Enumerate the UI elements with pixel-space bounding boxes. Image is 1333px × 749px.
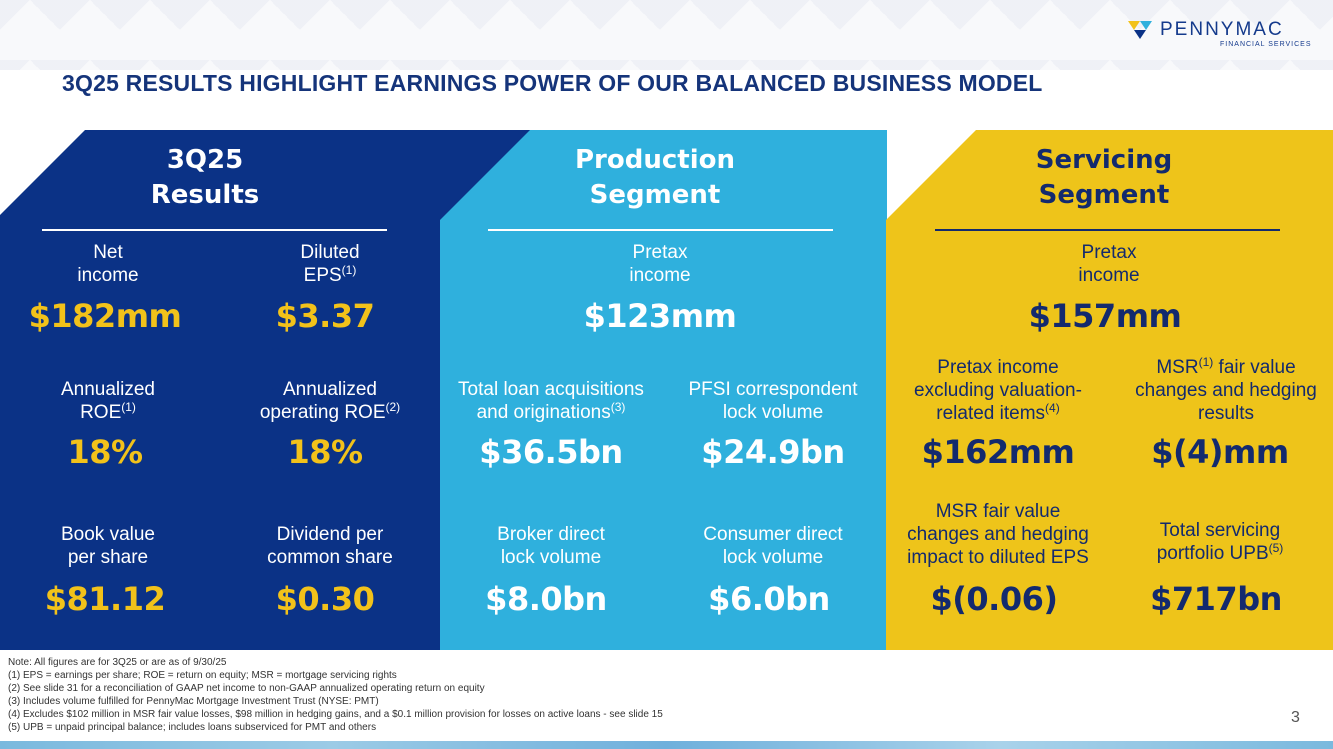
roe-label: Annualized ROE(1): [60, 379, 156, 423]
footnote: Note: All figures are for 3Q25 or are as…: [8, 657, 227, 668]
footnote: (1) EPS = earnings per share; ROE = retu…: [8, 670, 397, 681]
dividend-value: $0.30: [275, 580, 375, 618]
results-divider: [42, 229, 387, 231]
results-heading: 3Q25 Results: [150, 145, 260, 210]
production-heading: Production Segment: [575, 145, 735, 210]
dividend-label: Dividend per common share: [267, 524, 393, 568]
book-value-label: Book value per share: [60, 524, 155, 568]
net-income-value: $182mm: [28, 297, 182, 335]
production-pretax-value: $123mm: [583, 297, 737, 335]
msr-fair-value-label: MSR(1) fair value changes and hedging resu…: [1135, 355, 1317, 424]
loan-acquisitions-label: Total loan acquisitions and originations(…: [458, 379, 644, 423]
brand-logo: PENNYMAC FINANCIAL SERVICES: [1128, 18, 1318, 52]
net-income-label: Net income: [77, 242, 139, 286]
footnote: (3) Includes volume fulfilled for PennyM…: [8, 696, 379, 707]
footnote: (4) Excludes $102 million in MSR fair va…: [8, 709, 663, 720]
consumer-lock-label: Consumer direct lock volume: [703, 524, 843, 568]
pretax-excl-valuation-label: Pretax income excluding valuation-related…: [914, 357, 1082, 424]
servicing-heading: Servicing Segment: [1035, 145, 1173, 210]
results-panel: [0, 130, 440, 650]
production-pretax-label: Pretax income: [629, 242, 691, 286]
msr-fair-value-value: $(4)mm: [1151, 433, 1289, 471]
servicing-upb-label: Total servicing portfolio UPB(5): [1156, 520, 1284, 564]
servicing-divider: [935, 229, 1280, 231]
production-panel: [440, 130, 887, 650]
book-value-value: $81.12: [44, 580, 166, 618]
roe-value: 18%: [67, 433, 143, 471]
correspondent-lock-label: PFSI correspondent lock volume: [688, 379, 858, 423]
production-divider: [488, 229, 833, 231]
operating-roe-label: Annualized operating ROE(2): [259, 379, 401, 423]
diluted-eps-value: $3.37: [275, 297, 375, 335]
msr-eps-impact-label: MSR fair value changes and hedging impact …: [907, 501, 1089, 568]
header-pattern: [0, 0, 1333, 70]
servicing-panel: [886, 130, 1333, 650]
correspondent-lock-value: $24.9bn: [701, 433, 845, 471]
footnote: (2) See slide 31 for a reconciliation of…: [8, 683, 485, 694]
pennymac-logo-icon: [1128, 21, 1152, 39]
pretax-excl-valuation-value: $162mm: [921, 433, 1075, 471]
msr-eps-impact-value: $(0.06): [930, 580, 1058, 618]
brand-subtitle: FINANCIAL SERVICES: [1220, 41, 1312, 48]
servicing-pretax-label: Pretax income: [1078, 242, 1140, 286]
broker-lock-label: Broker direct lock volume: [497, 524, 605, 568]
loan-acquisitions-value: $36.5bn: [479, 433, 623, 471]
operating-roe-value: 18%: [287, 433, 363, 471]
broker-lock-value: $8.0bn: [485, 580, 607, 618]
diluted-eps-label: Diluted EPS(1): [300, 242, 360, 286]
page-number: 3: [1291, 709, 1300, 726]
footnote: (5) UPB = unpaid principal balance; incl…: [8, 722, 377, 733]
footer-band: [0, 741, 1333, 749]
consumer-lock-value: $6.0bn: [708, 580, 830, 618]
servicing-pretax-value: $157mm: [1028, 297, 1182, 335]
brand-name: PENNYMAC: [1160, 19, 1284, 40]
footnotes: Note: All figures are for 3Q25 or are as…: [8, 656, 663, 734]
page-title: 3Q25 RESULTS HIGHLIGHT EARNINGS POWER OF…: [62, 70, 1043, 96]
servicing-upb-value: $717bn: [1150, 580, 1282, 618]
